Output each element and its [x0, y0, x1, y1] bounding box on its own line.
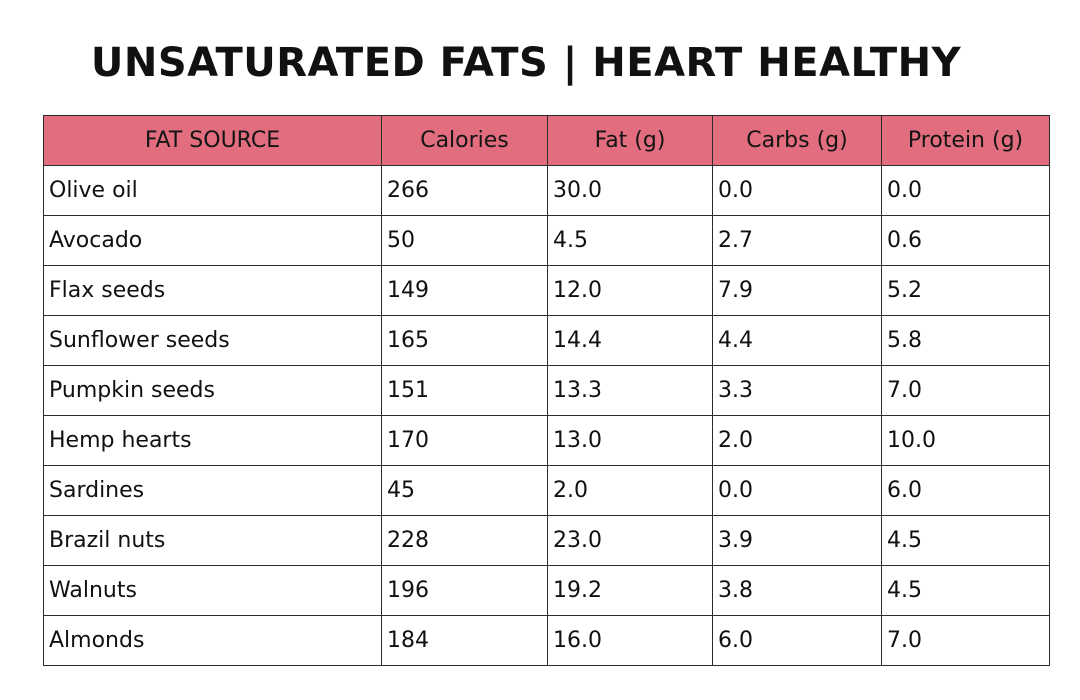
calories-cell: 170	[381, 415, 548, 466]
carbs-cell: 2.0	[712, 415, 882, 466]
carbs-cell: 4.4	[712, 315, 882, 366]
carbs-cell: 3.9	[712, 515, 882, 566]
protein-cell: 10.0	[881, 415, 1050, 466]
calories-cell: 45	[381, 465, 548, 516]
fat-source-cell: Brazil nuts	[43, 515, 382, 566]
fat-cell: 2.0	[547, 465, 713, 516]
column-header-carbs: Carbs (g)	[712, 115, 882, 166]
calories-cell: 266	[381, 165, 548, 216]
fat-source-cell: Hemp hearts	[43, 415, 382, 466]
carbs-cell: 0.0	[712, 165, 882, 216]
calories-cell: 165	[381, 315, 548, 366]
calories-cell: 151	[381, 365, 548, 416]
column-header-protein: Protein (g)	[881, 115, 1050, 166]
nutrition-table: FAT SOURCE Calories Fat (g) Carbs (g) Pr…	[43, 115, 1050, 666]
table-row: Sunflower seeds 165 14.4 4.4 5.8	[43, 315, 1050, 366]
page-title: UNSATURATED FATS | HEART HEALTHY	[90, 40, 962, 86]
fat-source-cell: Pumpkin seeds	[43, 365, 382, 416]
carbs-cell: 6.0	[712, 615, 882, 666]
column-header-fat-source: FAT SOURCE	[43, 115, 382, 166]
fat-cell: 30.0	[547, 165, 713, 216]
table-body: Olive oil 266 30.0 0.0 0.0 Avocado 50 4.…	[43, 165, 1050, 666]
fat-source-cell: Sunflower seeds	[43, 315, 382, 366]
fat-cell: 13.0	[547, 415, 713, 466]
carbs-cell: 7.9	[712, 265, 882, 316]
table-row: Brazil nuts 228 23.0 3.9 4.5	[43, 515, 1050, 566]
protein-cell: 5.8	[881, 315, 1050, 366]
fat-source-cell: Flax seeds	[43, 265, 382, 316]
protein-cell: 7.0	[881, 615, 1050, 666]
fat-cell: 19.2	[547, 565, 713, 616]
calories-cell: 228	[381, 515, 548, 566]
table-row: Walnuts 196 19.2 3.8 4.5	[43, 565, 1050, 616]
table-row: Pumpkin seeds 151 13.3 3.3 7.0	[43, 365, 1050, 416]
header-row: FAT SOURCE Calories Fat (g) Carbs (g) Pr…	[43, 115, 1050, 166]
fat-source-cell: Avocado	[43, 215, 382, 266]
carbs-cell: 3.3	[712, 365, 882, 416]
protein-cell: 0.0	[881, 165, 1050, 216]
calories-cell: 149	[381, 265, 548, 316]
protein-cell: 4.5	[881, 565, 1050, 616]
carbs-cell: 2.7	[712, 215, 882, 266]
protein-cell: 0.6	[881, 215, 1050, 266]
table-row: Almonds 184 16.0 6.0 7.0	[43, 615, 1050, 666]
fat-cell: 23.0	[547, 515, 713, 566]
column-header-fat: Fat (g)	[547, 115, 713, 166]
fat-cell: 13.3	[547, 365, 713, 416]
fat-cell: 16.0	[547, 615, 713, 666]
calories-cell: 196	[381, 565, 548, 616]
fat-source-cell: Walnuts	[43, 565, 382, 616]
fat-cell: 4.5	[547, 215, 713, 266]
table-row: Olive oil 266 30.0 0.0 0.0	[43, 165, 1050, 216]
calories-cell: 184	[381, 615, 548, 666]
fat-source-cell: Sardines	[43, 465, 382, 516]
table-row: Flax seeds 149 12.0 7.9 5.2	[43, 265, 1050, 316]
protein-cell: 5.2	[881, 265, 1050, 316]
table-header: FAT SOURCE Calories Fat (g) Carbs (g) Pr…	[43, 115, 1050, 166]
protein-cell: 4.5	[881, 515, 1050, 566]
table-row: Avocado 50 4.5 2.7 0.6	[43, 215, 1050, 266]
fat-source-cell: Almonds	[43, 615, 382, 666]
fat-source-cell: Olive oil	[43, 165, 382, 216]
protein-cell: 6.0	[881, 465, 1050, 516]
table-row: Hemp hearts 170 13.0 2.0 10.0	[43, 415, 1050, 466]
carbs-cell: 0.0	[712, 465, 882, 516]
fat-cell: 12.0	[547, 265, 713, 316]
column-header-calories: Calories	[381, 115, 548, 166]
carbs-cell: 3.8	[712, 565, 882, 616]
protein-cell: 7.0	[881, 365, 1050, 416]
calories-cell: 50	[381, 215, 548, 266]
table-row: Sardines 45 2.0 0.0 6.0	[43, 465, 1050, 516]
fat-cell: 14.4	[547, 315, 713, 366]
